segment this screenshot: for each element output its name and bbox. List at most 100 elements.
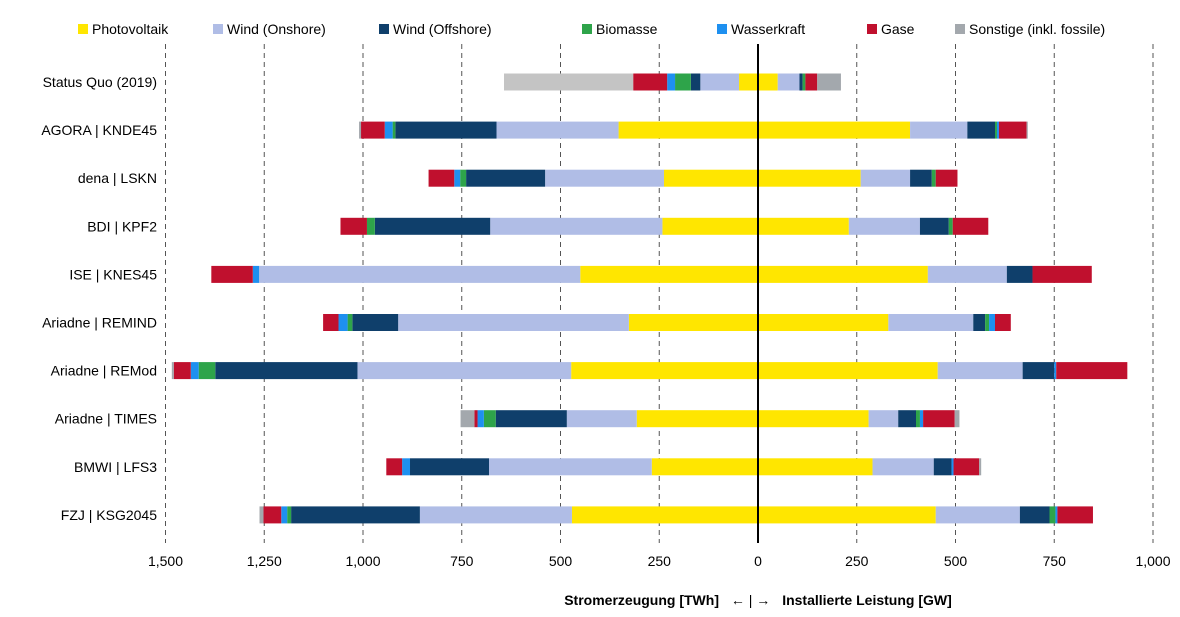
- bar-segment-right-wasserkraft: [996, 121, 999, 139]
- bar-segment-left-biomasse: [392, 121, 396, 139]
- category-label: Ariadne | REMod: [51, 363, 157, 379]
- bar-segment-right-wind-onshore: [872, 458, 934, 476]
- x-axis-label: Stromerzeugung [TWh] ← | → Installierte …: [564, 592, 952, 608]
- bar-segment-left-wind-onshore: [419, 506, 572, 524]
- x-tick-label: 250: [648, 553, 672, 569]
- bar-segment-left-gase: [263, 506, 282, 524]
- bar-segment-right-gase: [923, 410, 955, 428]
- bar-segment-right-wasserkraft: [989, 314, 995, 331]
- legend-item-biomasse: Biomasse: [582, 21, 658, 37]
- bar-segment-left-photovoltaik: [571, 506, 758, 524]
- bar-segment-right-biomasse: [802, 73, 806, 91]
- bar-segment-left-gase: [361, 121, 385, 139]
- bars: [171, 73, 1128, 524]
- bar-segment-right-wind-offshore: [967, 121, 995, 139]
- bar-segment-right-wind-onshore: [777, 73, 800, 91]
- legend-label: Gase: [881, 21, 915, 37]
- bar-row: [323, 314, 1011, 331]
- legend-item-gase: Gase: [867, 21, 915, 37]
- bar-segment-right-biomasse: [948, 217, 953, 235]
- bar-segment-right-sonstige-inkl-fossile: [979, 458, 982, 476]
- x-axis-label-separator: ← | →: [731, 592, 770, 608]
- x-tick-label: 1,250: [247, 553, 282, 569]
- bar-segment-left-wind-onshore: [259, 265, 581, 283]
- bar-segment-right-photovoltaik: [758, 265, 928, 283]
- bar-row: [259, 506, 1093, 524]
- x-tick-label: 500: [549, 553, 573, 569]
- bar-segment-left-wind-offshore: [352, 314, 399, 331]
- legend-item-wasserkraft: Wasserkraft: [717, 21, 805, 37]
- legend-label: Wasserkraft: [731, 21, 805, 37]
- bar-segment-left-wasserkraft: [477, 410, 484, 428]
- bar-row: [428, 169, 958, 187]
- bar-segment-right-biomasse: [995, 121, 997, 139]
- x-tick-label: 1,000: [1135, 553, 1170, 569]
- bar-segment-left-photovoltaik: [571, 362, 758, 380]
- legend-swatch: [78, 24, 88, 34]
- bar-segment-right-wind-offshore: [973, 314, 986, 331]
- x-tick-label: 500: [944, 553, 968, 569]
- legend-item-sonstige-inkl-fossile: Sonstige (inkl. fossile): [955, 21, 1105, 37]
- bar-segment-right-gase: [953, 458, 980, 476]
- legend-label: Wind (Offshore): [393, 21, 492, 37]
- bar-segment-left-sonstige-inkl-fossile: [259, 506, 264, 524]
- bar-segment-left-wind-offshore: [466, 169, 546, 187]
- bar-segment-right-wind-offshore: [799, 73, 803, 91]
- bar-segment-left-gase: [340, 217, 367, 235]
- bar-segment-left-biomasse: [483, 410, 496, 428]
- legend-swatch: [379, 24, 389, 34]
- bar-segment-left-wind-offshore: [395, 121, 497, 139]
- bar-segment-right-wind-onshore: [868, 410, 899, 428]
- legend-label: Wind (Onshore): [227, 21, 326, 37]
- x-tick-labels: 1,500 1,250 1,000 750 500 250 0 250 500 750 1,000: [148, 553, 1171, 569]
- bar-segment-left-wasserkraft: [252, 265, 260, 283]
- bar-segment-right-wind-onshore: [888, 314, 974, 331]
- bar-segment-right-photovoltaik: [758, 362, 938, 380]
- bar-segment-left-biomasse: [366, 217, 375, 235]
- bar-segment-right-gase: [998, 121, 1027, 139]
- legend-swatch: [213, 24, 223, 34]
- category-label: BDI | KPF2: [87, 218, 157, 234]
- legend-label: Sonstige (inkl. fossile): [969, 21, 1105, 37]
- bar-segment-left-wind-offshore: [291, 506, 420, 524]
- bar-segment-left-gase: [211, 265, 253, 283]
- bar-segment-right-wind-offshore: [910, 169, 932, 187]
- bar-segment-right-wind-offshore: [1022, 362, 1055, 380]
- bar-segment-left-gase: [474, 410, 478, 428]
- bar-segment-right-gase: [1056, 362, 1128, 380]
- bar-segment-left-wind-onshore: [398, 314, 629, 331]
- bar-segment-right-photovoltaik: [758, 458, 873, 476]
- legend-swatch: [867, 24, 877, 34]
- bar-segment-left-wasserkraft: [281, 506, 288, 524]
- bar-segment-right-wind-offshore: [1019, 506, 1050, 524]
- bar-segment-left-biomasse: [347, 314, 353, 331]
- bar-segment-right-wind-onshore: [937, 362, 1023, 380]
- bar-segment-right-sonstige-inkl-fossile: [817, 73, 841, 91]
- category-label: dena | LSKN: [78, 170, 157, 186]
- x-tick-label: 1,000: [345, 553, 380, 569]
- bar-row: [460, 410, 960, 428]
- bar-segment-left-sonstige-inkl-fossile: [359, 121, 362, 139]
- category-label: AGORA | KNDE45: [41, 122, 157, 138]
- bar-segment-left-photovoltaik: [628, 314, 758, 331]
- bar-row: [211, 265, 1092, 283]
- bar-segment-right-wasserkraft: [1055, 506, 1058, 524]
- bar-segment-left-sonstige-inkl-fossile: [460, 410, 475, 428]
- bar-segment-right-gase: [1032, 265, 1092, 283]
- legend-swatch: [955, 24, 965, 34]
- x-axis-label-left: Stromerzeugung [TWh]: [564, 592, 719, 608]
- legend: Photovoltaik Wind (Onshore) Wind (Offshore…: [78, 21, 1105, 37]
- legend-swatch: [717, 24, 727, 34]
- bar-segment-right-wind-onshore: [848, 217, 920, 235]
- bar-segment-right-wind-offshore: [933, 458, 952, 476]
- bar-segment-left-biomasse: [198, 362, 216, 380]
- legend-label: Photovoltaik: [92, 21, 169, 37]
- bar-segment-left-wind-offshore: [374, 217, 491, 235]
- category-label: BMWI | LFS3: [74, 459, 157, 475]
- bar-segment-left-sonstige-inkl-fossile: [171, 362, 174, 380]
- bar-segment-left-photovoltaik: [663, 169, 758, 187]
- legend-swatch: [582, 24, 592, 34]
- legend-item-wind-offshore: Wind (Offshore): [379, 21, 492, 37]
- bar-segment-right-wind-onshore: [927, 265, 1007, 283]
- bar-segment-left-wasserkraft: [454, 169, 461, 187]
